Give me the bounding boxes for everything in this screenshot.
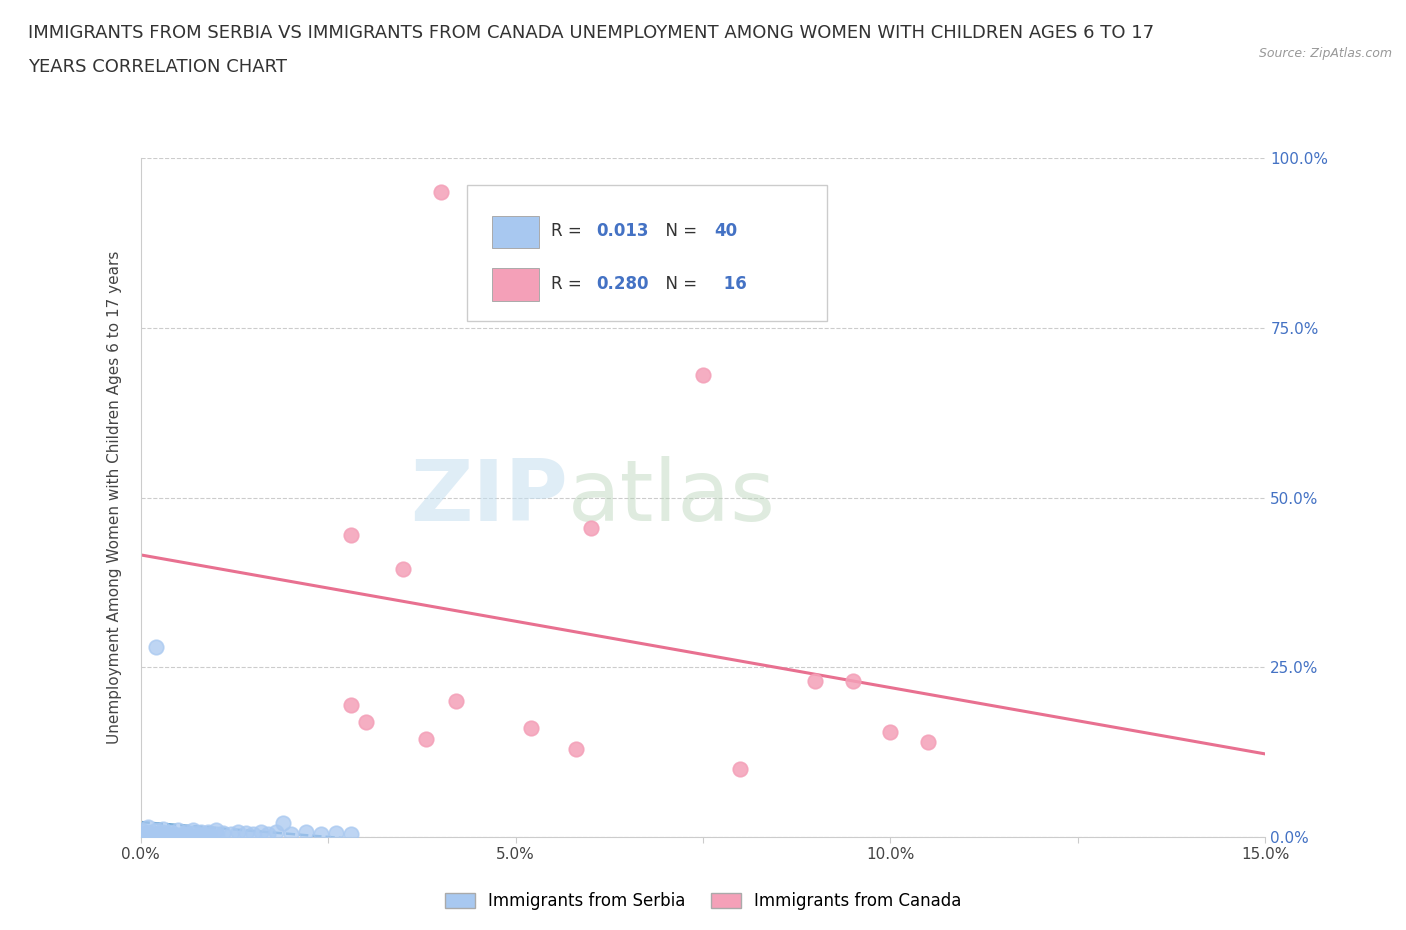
Text: IMMIGRANTS FROM SERBIA VS IMMIGRANTS FROM CANADA UNEMPLOYMENT AMONG WOMEN WITH C: IMMIGRANTS FROM SERBIA VS IMMIGRANTS FRO…	[28, 24, 1154, 42]
Point	[145, 828, 167, 843]
Point	[181, 826, 204, 841]
Text: N =: N =	[655, 274, 702, 293]
Text: 16: 16	[717, 274, 747, 293]
Point	[167, 828, 190, 843]
FancyBboxPatch shape	[492, 268, 538, 300]
Text: N =: N =	[655, 222, 702, 240]
Point	[226, 824, 249, 839]
Text: R =: R =	[551, 274, 588, 293]
Point	[235, 826, 257, 841]
Point	[204, 826, 226, 841]
Point	[280, 826, 302, 841]
Point	[159, 824, 181, 839]
Point	[167, 823, 190, 838]
Point	[145, 823, 167, 838]
Point	[444, 694, 467, 709]
Point	[294, 824, 316, 839]
Point	[212, 826, 235, 841]
Text: Source: ZipAtlas.com: Source: ZipAtlas.com	[1258, 47, 1392, 60]
Point	[917, 735, 939, 750]
Point	[257, 826, 280, 841]
Point	[429, 185, 451, 200]
Text: R =: R =	[551, 222, 588, 240]
Point	[136, 826, 159, 841]
Text: 0.013: 0.013	[596, 222, 648, 240]
Point	[879, 724, 901, 739]
Point	[197, 827, 219, 842]
Point	[339, 527, 361, 542]
Point	[152, 825, 174, 840]
Point	[129, 826, 152, 841]
Point	[242, 826, 264, 841]
Point	[129, 823, 152, 838]
FancyBboxPatch shape	[467, 185, 827, 321]
Point	[339, 698, 361, 712]
Point	[145, 826, 167, 841]
Point	[174, 825, 197, 840]
Point	[392, 562, 415, 577]
Point	[204, 823, 226, 838]
FancyBboxPatch shape	[492, 216, 538, 248]
Point	[842, 673, 865, 688]
Point	[271, 816, 294, 830]
Point	[249, 824, 271, 839]
Point	[309, 826, 332, 841]
Text: 40: 40	[714, 222, 737, 240]
Point	[181, 823, 204, 838]
Point	[325, 826, 347, 841]
Point	[190, 826, 212, 841]
Point	[692, 368, 714, 383]
Text: 0.280: 0.280	[596, 274, 648, 293]
Point	[136, 819, 159, 834]
Point	[519, 721, 541, 736]
Text: atlas: atlas	[568, 456, 776, 539]
Text: YEARS CORRELATION CHART: YEARS CORRELATION CHART	[28, 59, 287, 76]
Point	[145, 640, 167, 655]
Point	[197, 825, 219, 840]
Point	[564, 741, 586, 756]
Point	[152, 827, 174, 842]
Point	[804, 673, 827, 688]
Point	[219, 826, 242, 841]
Text: ZIP: ZIP	[411, 456, 568, 539]
Point	[174, 827, 197, 842]
Point	[354, 714, 377, 729]
Point	[152, 821, 174, 836]
Point	[190, 824, 212, 839]
Point	[339, 826, 361, 841]
Point	[264, 825, 287, 840]
Y-axis label: Unemployment Among Women with Children Ages 6 to 17 years: Unemployment Among Women with Children A…	[107, 251, 122, 744]
Point	[136, 824, 159, 839]
Legend: Immigrants from Serbia, Immigrants from Canada: Immigrants from Serbia, Immigrants from …	[439, 885, 967, 917]
Point	[579, 521, 602, 536]
Point	[415, 731, 437, 746]
Point	[159, 826, 181, 841]
Point	[730, 762, 752, 777]
